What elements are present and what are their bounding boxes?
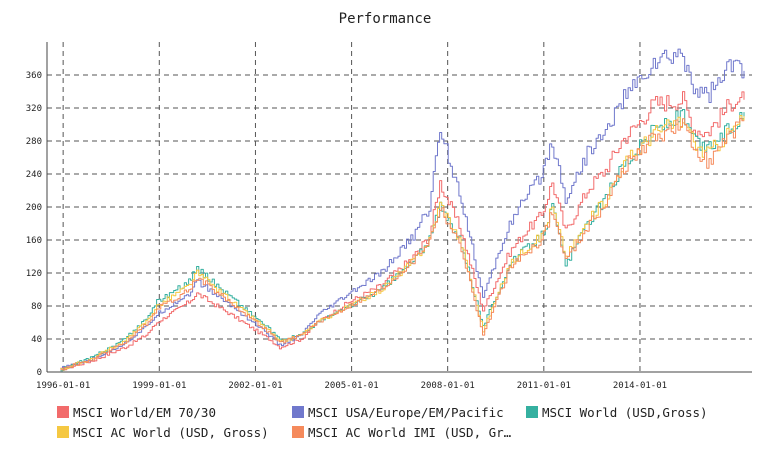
series-line [60, 48, 745, 370]
axes: 0 40 80 120 160 200 240 280 320 360 1996-01-01 1999… [26, 42, 752, 391]
y-tick-label: 200 [26, 203, 42, 213]
legend-swatch [292, 406, 304, 418]
legend-swatch [526, 406, 538, 418]
legend: MSCI World/EM 70/30 MSCI USA/Europe/EM/Pa… [57, 405, 708, 440]
legend-label: MSCI AC World IMI (USD, Gr… [308, 425, 512, 440]
x-tick-label: 2011-01-01 [517, 381, 571, 391]
x-tick-label: 2002-01-01 [228, 381, 282, 391]
y-tick-label: 240 [26, 170, 42, 180]
series-line [60, 115, 745, 371]
x-tick-label: 1999-01-01 [132, 381, 186, 391]
y-tick-label: 80 [31, 302, 42, 312]
y-tick-label: 120 [26, 269, 42, 279]
legend-label: MSCI AC World (USD, Gross) [73, 425, 269, 440]
y-tick-label: 40 [31, 335, 42, 345]
legend-label: MSCI World (USD,Gross) [542, 405, 708, 420]
x-tick-label: 2014-01-01 [613, 381, 667, 391]
y-tick-label: 280 [26, 137, 42, 147]
x-tick-label: 2008-01-01 [421, 381, 475, 391]
legend-swatch [292, 426, 304, 438]
series-line [60, 91, 745, 371]
y-tick-label: 0 [37, 368, 42, 378]
legend-swatch [57, 406, 69, 418]
chart-title: Performance [339, 11, 432, 27]
legend-label: MSCI World/EM 70/30 [73, 405, 216, 420]
legend-swatch [57, 426, 69, 438]
x-tick-label: 2005-01-01 [325, 381, 379, 391]
y-tick-label: 320 [26, 104, 42, 114]
series-line [60, 118, 745, 371]
y-tick-label: 160 [26, 236, 42, 246]
series-lines [60, 48, 745, 372]
grid [47, 42, 752, 372]
x-tick-label: 1996-01-01 [36, 381, 90, 391]
y-tick-label: 360 [26, 71, 42, 81]
legend-label: MSCI USA/Europe/EM/Pacific [308, 405, 504, 420]
